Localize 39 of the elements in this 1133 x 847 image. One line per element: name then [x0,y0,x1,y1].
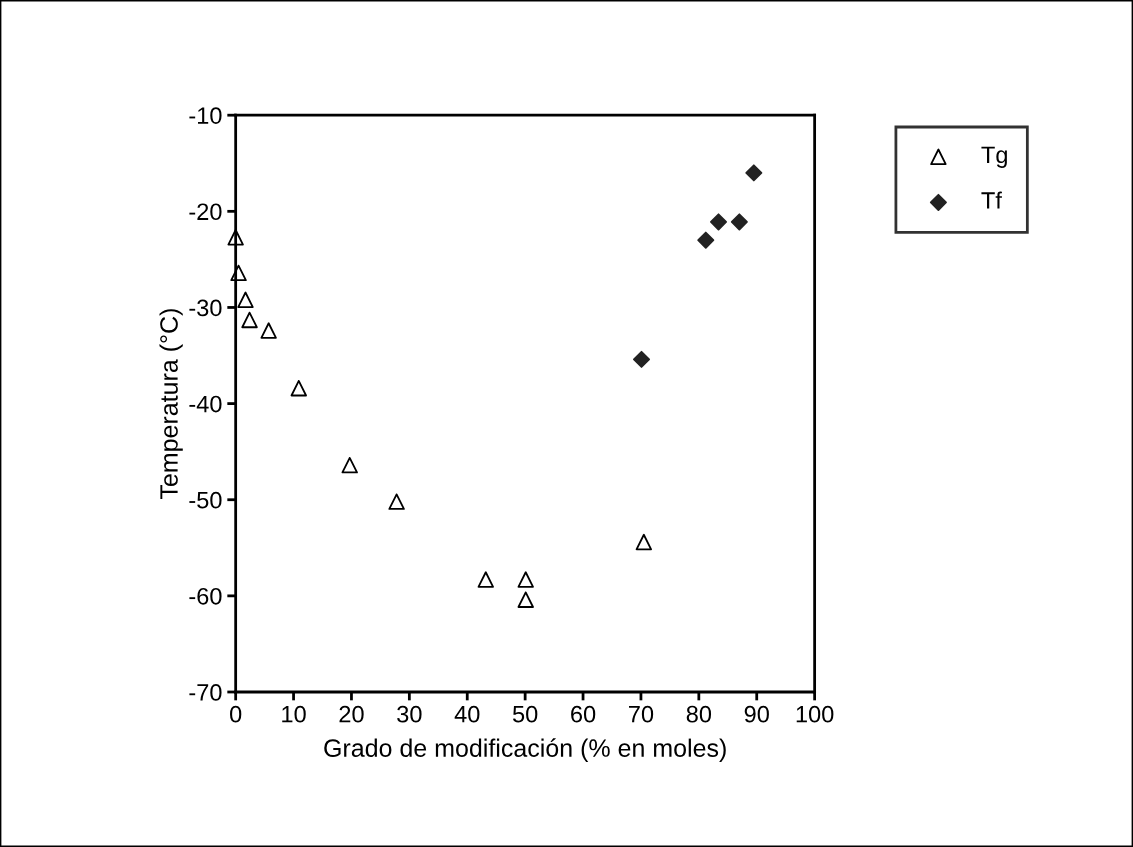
point [237,291,254,308]
x-tick-label: 100 [796,705,834,723]
point [517,571,534,588]
x-tick-label: 10 [282,705,306,723]
y-tick-label: -10 [189,107,222,124]
point [517,591,534,608]
point [341,456,358,474]
y-tick-label: -60 [189,587,222,605]
y-tick-label: -50 [189,491,222,509]
x-tick-label: 0 [230,705,242,723]
x-axis-title: Grado de modificación (% en moles) [324,738,726,762]
y-tick-label: -70 [189,684,222,701]
x-tick-label: 80 [686,705,712,723]
y-axis-title: Temperatura (°C) [159,309,183,500]
point [633,350,651,368]
point [635,533,653,551]
x-tick-label: 40 [454,705,480,723]
point [260,322,277,339]
x-tick-label: 20 [339,705,364,723]
legend-label: Tf [981,191,1002,209]
x-tick-label: 90 [744,705,769,723]
legend-label: Tg [981,146,1007,168]
point [697,231,715,249]
point [230,264,247,282]
point [241,311,258,329]
y-tick-label: -20 [189,203,222,221]
x-tick-label: 50 [512,705,538,723]
point [730,213,748,231]
point [477,571,494,588]
y-tick-label: -30 [189,299,222,317]
x-tick-label: 60 [571,705,596,723]
y-tick-label: -40 [189,395,222,413]
point [745,164,763,182]
x-tick-label: 70 [629,705,654,723]
point [227,229,244,246]
point [388,493,405,510]
point [290,380,307,397]
point [710,213,728,231]
x-tick-label: 30 [397,705,422,723]
